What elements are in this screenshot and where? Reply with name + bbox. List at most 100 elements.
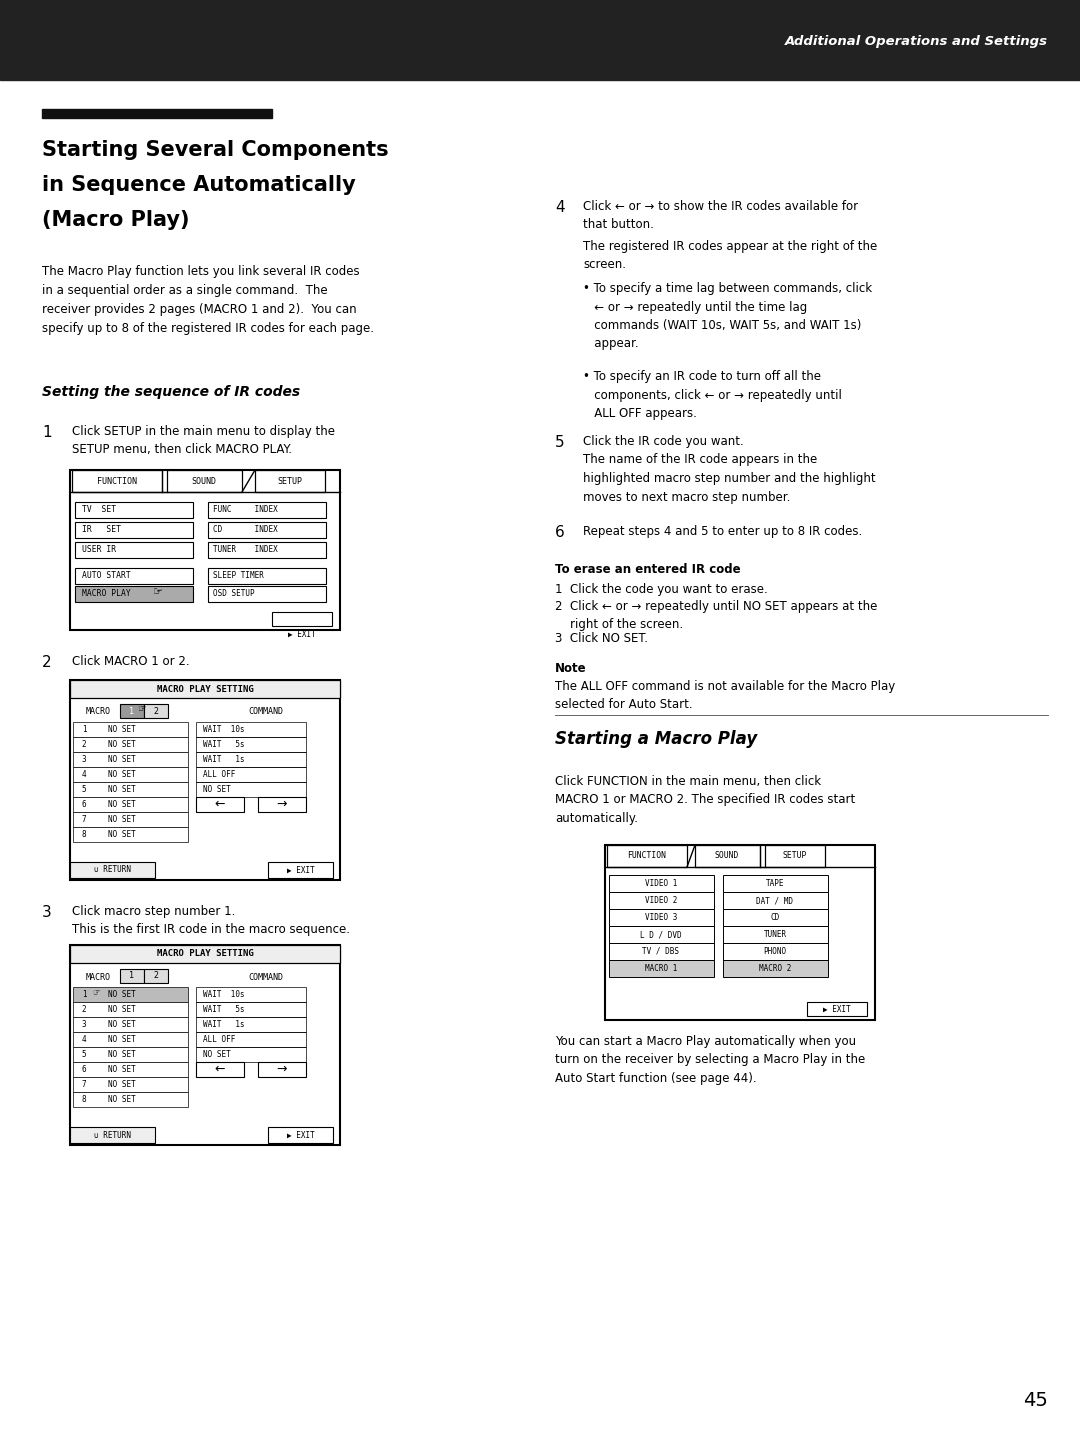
Text: • To specify an IR code to turn off all the
   components, click ← or → repeated: • To specify an IR code to turn off all … bbox=[583, 370, 842, 420]
Bar bbox=[765, 845, 825, 868]
Bar bbox=[73, 1062, 188, 1076]
Bar bbox=[75, 586, 193, 602]
Bar bbox=[723, 943, 828, 960]
Bar bbox=[607, 845, 687, 868]
Text: 1: 1 bbox=[130, 971, 135, 980]
Bar bbox=[723, 927, 828, 943]
Text: 2: 2 bbox=[153, 707, 159, 715]
Text: 2: 2 bbox=[82, 740, 86, 750]
Bar bbox=[255, 471, 325, 492]
Text: Repeat steps 4 and 5 to enter up to 8 IR codes.: Repeat steps 4 and 5 to enter up to 8 IR… bbox=[583, 525, 862, 538]
Text: ▶ EXIT: ▶ EXIT bbox=[288, 629, 315, 639]
Bar bbox=[70, 945, 340, 1145]
Bar bbox=[195, 722, 306, 737]
Bar bbox=[73, 1002, 188, 1017]
Bar bbox=[70, 681, 340, 698]
Text: ALL OFF: ALL OFF bbox=[203, 770, 235, 778]
Bar bbox=[73, 767, 188, 781]
Bar bbox=[70, 681, 340, 881]
Text: 8: 8 bbox=[82, 830, 86, 839]
Text: Click ← or → to show the IR codes available for: Click ← or → to show the IR codes availa… bbox=[583, 200, 859, 213]
Bar bbox=[208, 522, 326, 538]
Text: ☞: ☞ bbox=[137, 704, 147, 714]
Text: COMMAND: COMMAND bbox=[248, 708, 283, 717]
Bar bbox=[605, 845, 875, 1020]
Text: Note: Note bbox=[555, 662, 586, 675]
Bar bbox=[195, 1032, 306, 1048]
Text: NO SET: NO SET bbox=[108, 1004, 136, 1014]
Bar bbox=[72, 471, 162, 492]
Text: The registered IR codes appear at the right of the: The registered IR codes appear at the ri… bbox=[583, 240, 877, 253]
Text: Additional Operations and Settings: Additional Operations and Settings bbox=[785, 36, 1048, 49]
Text: Click MACRO 1 or 2.: Click MACRO 1 or 2. bbox=[72, 655, 190, 668]
Text: 2: 2 bbox=[153, 971, 159, 980]
Text: Click FUNCTION in the main menu, then click
MACRO 1 or MACRO 2. The specified IR: Click FUNCTION in the main menu, then cl… bbox=[555, 776, 855, 825]
Bar bbox=[258, 1062, 306, 1076]
Text: ▶ EXIT: ▶ EXIT bbox=[287, 1131, 315, 1140]
Bar bbox=[195, 797, 244, 812]
Text: NO SET: NO SET bbox=[203, 786, 231, 794]
Text: NO SET: NO SET bbox=[108, 990, 136, 999]
Text: 4: 4 bbox=[82, 1035, 86, 1045]
Bar bbox=[195, 987, 306, 1002]
Bar bbox=[120, 968, 144, 983]
Bar bbox=[73, 1092, 188, 1107]
Text: NO SET: NO SET bbox=[108, 1035, 136, 1045]
Text: 3: 3 bbox=[82, 755, 86, 764]
Text: CD       INDEX: CD INDEX bbox=[213, 525, 278, 534]
Text: SETUP: SETUP bbox=[783, 852, 807, 861]
Bar bbox=[73, 722, 188, 737]
Bar bbox=[73, 812, 188, 827]
Bar bbox=[609, 943, 714, 960]
Text: VIDEO 3: VIDEO 3 bbox=[645, 912, 677, 922]
Bar bbox=[723, 892, 828, 909]
Bar bbox=[268, 862, 333, 878]
Bar bbox=[73, 1017, 188, 1032]
Bar bbox=[195, 1048, 306, 1062]
Text: WAIT   1s: WAIT 1s bbox=[203, 755, 245, 764]
Text: NO SET: NO SET bbox=[108, 1020, 136, 1029]
Bar bbox=[70, 471, 340, 630]
Text: Setting the sequence of IR codes: Setting the sequence of IR codes bbox=[42, 386, 300, 399]
Text: PHONO: PHONO bbox=[764, 947, 786, 955]
Text: ☞: ☞ bbox=[153, 587, 163, 597]
Text: COMMAND: COMMAND bbox=[248, 973, 283, 981]
Text: 3: 3 bbox=[82, 1020, 86, 1029]
Text: in Sequence Automatically: in Sequence Automatically bbox=[42, 176, 355, 196]
Text: 1: 1 bbox=[130, 707, 135, 715]
Text: NO SET: NO SET bbox=[108, 1095, 136, 1104]
Text: 4: 4 bbox=[555, 200, 565, 214]
Text: →: → bbox=[276, 1063, 287, 1076]
Text: TUNER    INDEX: TUNER INDEX bbox=[213, 545, 278, 554]
Text: OSD SETUP: OSD SETUP bbox=[213, 590, 255, 599]
Text: 3: 3 bbox=[42, 905, 52, 920]
Text: ALL OFF: ALL OFF bbox=[203, 1035, 235, 1045]
Text: NO SET: NO SET bbox=[108, 1050, 136, 1059]
Text: IR   SET: IR SET bbox=[82, 525, 121, 534]
Text: 7: 7 bbox=[82, 1081, 86, 1089]
Bar bbox=[609, 892, 714, 909]
Bar bbox=[75, 522, 193, 538]
Bar bbox=[73, 797, 188, 812]
Text: (Macro Play): (Macro Play) bbox=[42, 210, 189, 230]
Bar bbox=[208, 543, 326, 558]
Bar bbox=[272, 612, 332, 626]
Bar bbox=[73, 781, 188, 797]
Text: ☞: ☞ bbox=[92, 989, 99, 999]
Bar bbox=[609, 927, 714, 943]
Text: 6: 6 bbox=[555, 525, 565, 540]
Bar bbox=[75, 543, 193, 558]
Text: SETUP: SETUP bbox=[278, 476, 302, 485]
Text: TUNER: TUNER bbox=[764, 930, 786, 940]
Text: The Macro Play function lets you link several IR codes
in a sequential order as : The Macro Play function lets you link se… bbox=[42, 265, 374, 335]
Bar bbox=[73, 753, 188, 767]
Bar bbox=[75, 502, 193, 518]
Bar bbox=[0, 0, 1080, 81]
Text: ▶ EXIT: ▶ EXIT bbox=[823, 1004, 851, 1013]
Text: MACRO PLAY: MACRO PLAY bbox=[82, 590, 131, 599]
Text: 7: 7 bbox=[82, 814, 86, 825]
Text: TV  SET: TV SET bbox=[82, 505, 117, 515]
Text: MACRO PLAY SETTING: MACRO PLAY SETTING bbox=[157, 685, 254, 694]
Text: Starting a Macro Play: Starting a Macro Play bbox=[555, 730, 757, 748]
Text: MACRO: MACRO bbox=[85, 708, 110, 717]
